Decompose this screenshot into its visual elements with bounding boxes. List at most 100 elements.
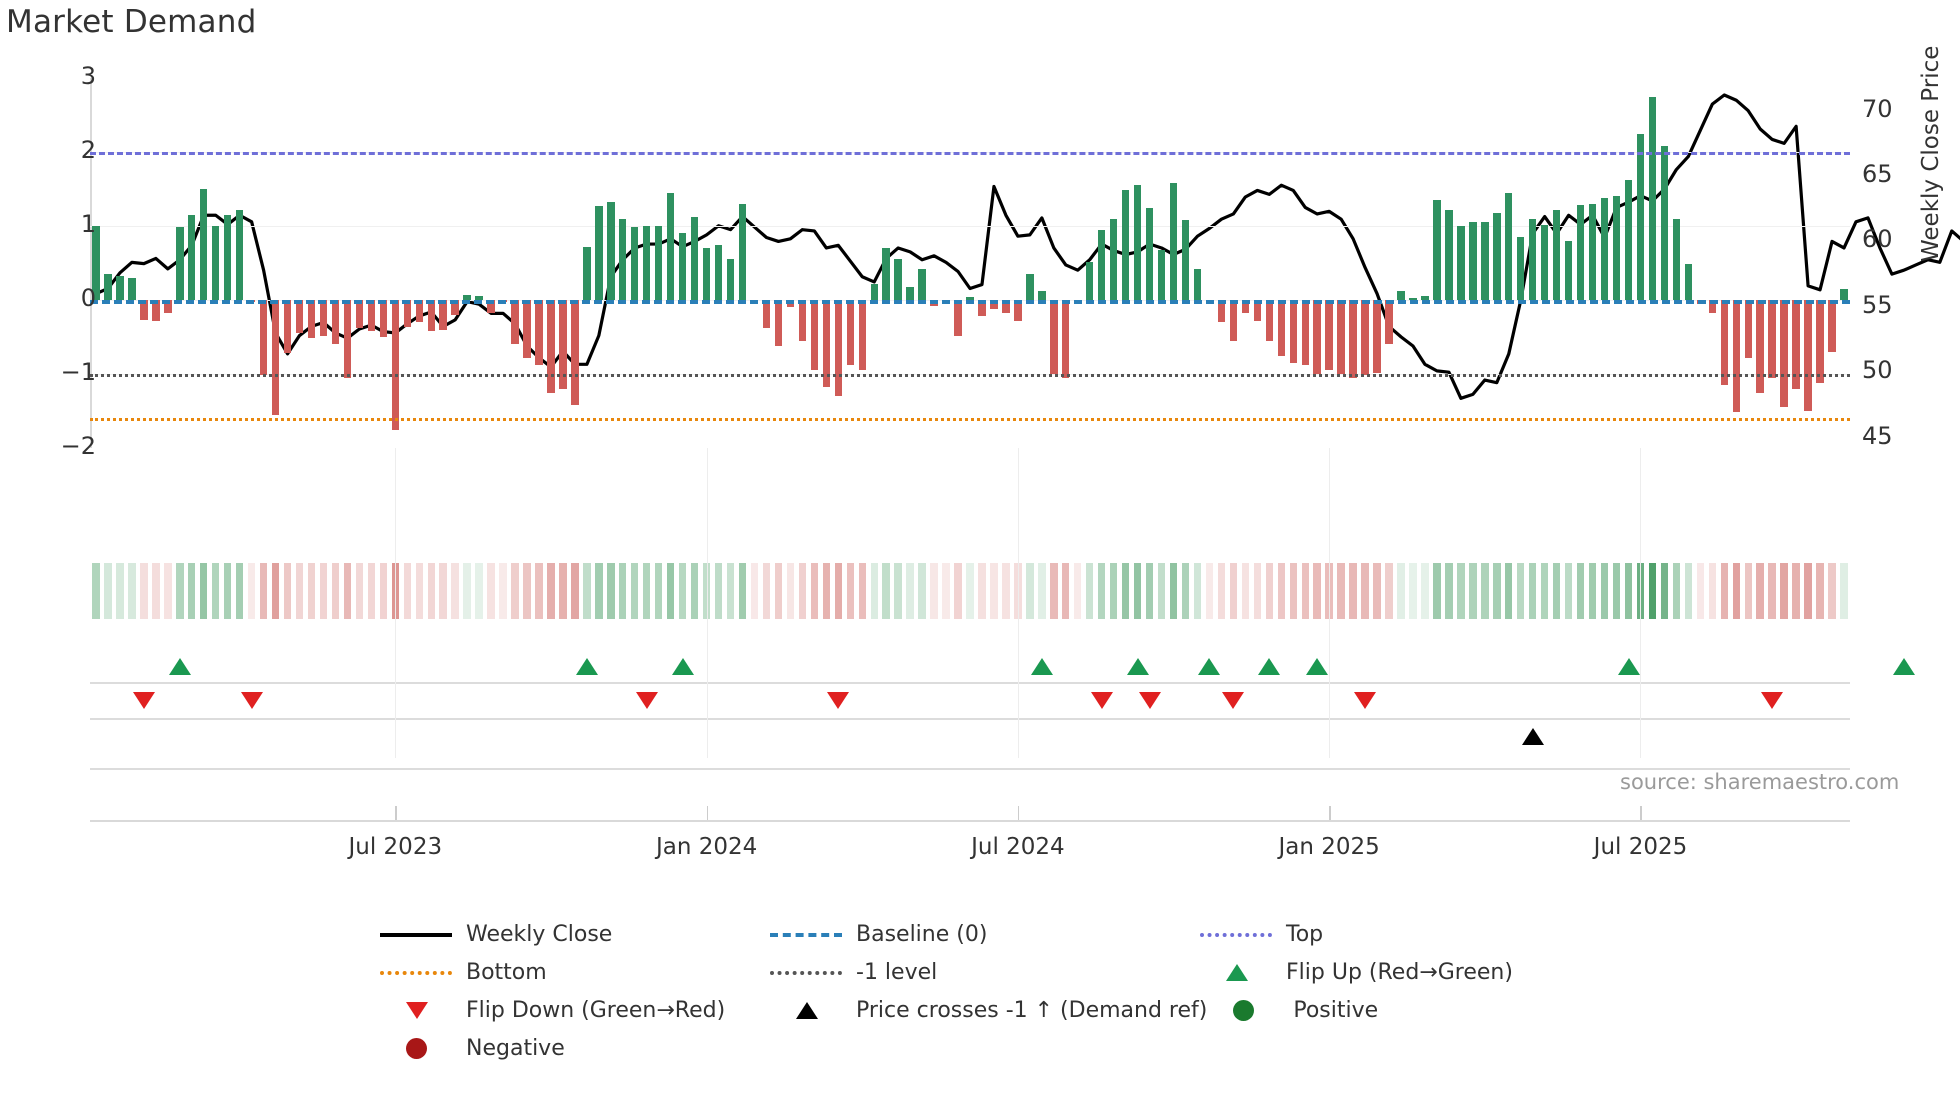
heat-cell: [1708, 563, 1717, 619]
demand-bar: [1732, 300, 1740, 413]
demand-bar: [1157, 249, 1166, 300]
heat-cell: [1756, 563, 1764, 619]
heat-cell: [1624, 563, 1633, 619]
demand-bar: [690, 217, 699, 300]
heat-cell: [822, 563, 831, 619]
demand-bar: [1529, 218, 1537, 300]
demand-bar: [1181, 220, 1190, 300]
demand-bar: [1229, 300, 1238, 341]
heat-cell: [331, 563, 340, 619]
dotted-line-icon: [770, 961, 842, 983]
demand-bar: [427, 300, 435, 332]
heat-cell: [1469, 563, 1477, 619]
demand-bar: [1217, 300, 1226, 323]
circle-icon: [380, 1037, 452, 1059]
heat-cell: [1193, 563, 1202, 619]
heat-cell: [990, 563, 998, 619]
heat-cell: [499, 563, 507, 619]
heat-cell: [810, 563, 819, 619]
heat-cell: [978, 563, 986, 619]
demand-bar: [1038, 291, 1046, 300]
heat-cell: [918, 563, 926, 619]
heat-cell: [1133, 563, 1142, 619]
heat-cell: [283, 563, 292, 619]
heat-cell: [1397, 563, 1405, 619]
demand-bar: [1109, 218, 1118, 300]
demand-bar: [798, 300, 807, 341]
heat-cell: [1792, 563, 1800, 619]
flip-up-marker: [1258, 658, 1281, 675]
demand-bar: [152, 300, 160, 321]
demand-bar: [116, 276, 124, 300]
y-axis-left-tick-label: 2: [80, 136, 96, 164]
demand-bar: [1097, 229, 1106, 300]
demand-bar: [643, 226, 651, 300]
legend-negative[interactable]: Negative: [380, 1029, 770, 1067]
heat-cell: [1181, 563, 1190, 619]
legend-top[interactable]: Top: [1200, 915, 1640, 953]
triangle-up-icon: [1200, 961, 1272, 983]
demand-bar: [200, 189, 208, 300]
heat-cell: [678, 563, 687, 619]
heat-cell: [643, 563, 651, 619]
demand-bar: [1026, 274, 1034, 300]
x-axis-tick-label: Jul 2025: [1593, 834, 1688, 860]
heat-cell: [1552, 563, 1561, 619]
heat-cell: [1493, 563, 1501, 619]
heat-cell: [1421, 563, 1429, 619]
heat-cell: [1409, 563, 1417, 619]
x-axis-tick-label: Jul 2023: [348, 834, 443, 860]
x-axis-tick-label: Jul 2024: [971, 834, 1065, 860]
y-axis-right-title: Weekly Close Price: [1918, 45, 1944, 262]
heat-cell: [355, 563, 364, 619]
heat-cell: [128, 563, 136, 619]
demand-bar: [271, 300, 280, 415]
triangle-up-black-icon: [770, 999, 842, 1021]
x-guide-line: [1017, 448, 1019, 758]
demand-bar: [774, 300, 783, 346]
demand-bar: [1684, 264, 1693, 300]
legend-positive[interactable]: Positive: [1207, 991, 1647, 1029]
demand-bar: [1469, 222, 1477, 300]
legend-flip-down[interactable]: Flip Down (Green→Red): [380, 991, 770, 1029]
heat-cell: [942, 563, 950, 619]
heat-cell: [259, 563, 268, 619]
demand-bar: [619, 218, 627, 300]
demand-bar: [475, 296, 483, 300]
x-axis-line: [90, 820, 1850, 822]
heat-cell: [1062, 563, 1070, 619]
legend-bottom[interactable]: Bottom: [380, 953, 770, 991]
demand-bar: [176, 227, 184, 300]
heat-cell: [1313, 563, 1321, 619]
x-axis-tick: [706, 806, 709, 820]
heat-cell: [631, 563, 639, 619]
flip-down-marker: [1354, 692, 1377, 709]
demand-bar: [1816, 300, 1824, 383]
flip-marker-area: [90, 630, 1915, 770]
legend-label: Top: [1286, 921, 1324, 947]
demand-bar: [954, 300, 962, 336]
demand-bar: [439, 300, 447, 330]
demand-bar: [1828, 300, 1836, 352]
legend-flip-up[interactable]: Flip Up (Red→Green): [1200, 953, 1640, 991]
demand-bar: [1409, 297, 1417, 300]
heat-cell: [607, 563, 615, 619]
y-axis-right-tick-label: 50: [1862, 356, 1893, 385]
legend-price-cross[interactable]: Price crosses -1 ↑ (Demand ref): [770, 991, 1207, 1029]
legend-weekly-close[interactable]: Weekly Close: [380, 915, 770, 953]
heat-cell: [1457, 563, 1465, 619]
circle-icon: [1207, 999, 1279, 1021]
x-guide-line: [1329, 448, 1331, 758]
heat-cell: [379, 563, 388, 619]
demand-bar: [343, 300, 352, 378]
heat-cell: [1517, 563, 1525, 619]
heat-cell: [1301, 563, 1309, 619]
y-axis-right-tick-label: 55: [1862, 290, 1893, 319]
legend-baseline[interactable]: Baseline (0): [770, 915, 1200, 953]
heat-cell: [223, 563, 232, 619]
legend-label: Weekly Close: [466, 921, 613, 947]
legend-minus-one[interactable]: -1 level: [770, 953, 1200, 991]
heat-cell: [1564, 563, 1573, 619]
demand-intensity-strip: [90, 563, 1850, 619]
heat-cell: [176, 563, 184, 619]
